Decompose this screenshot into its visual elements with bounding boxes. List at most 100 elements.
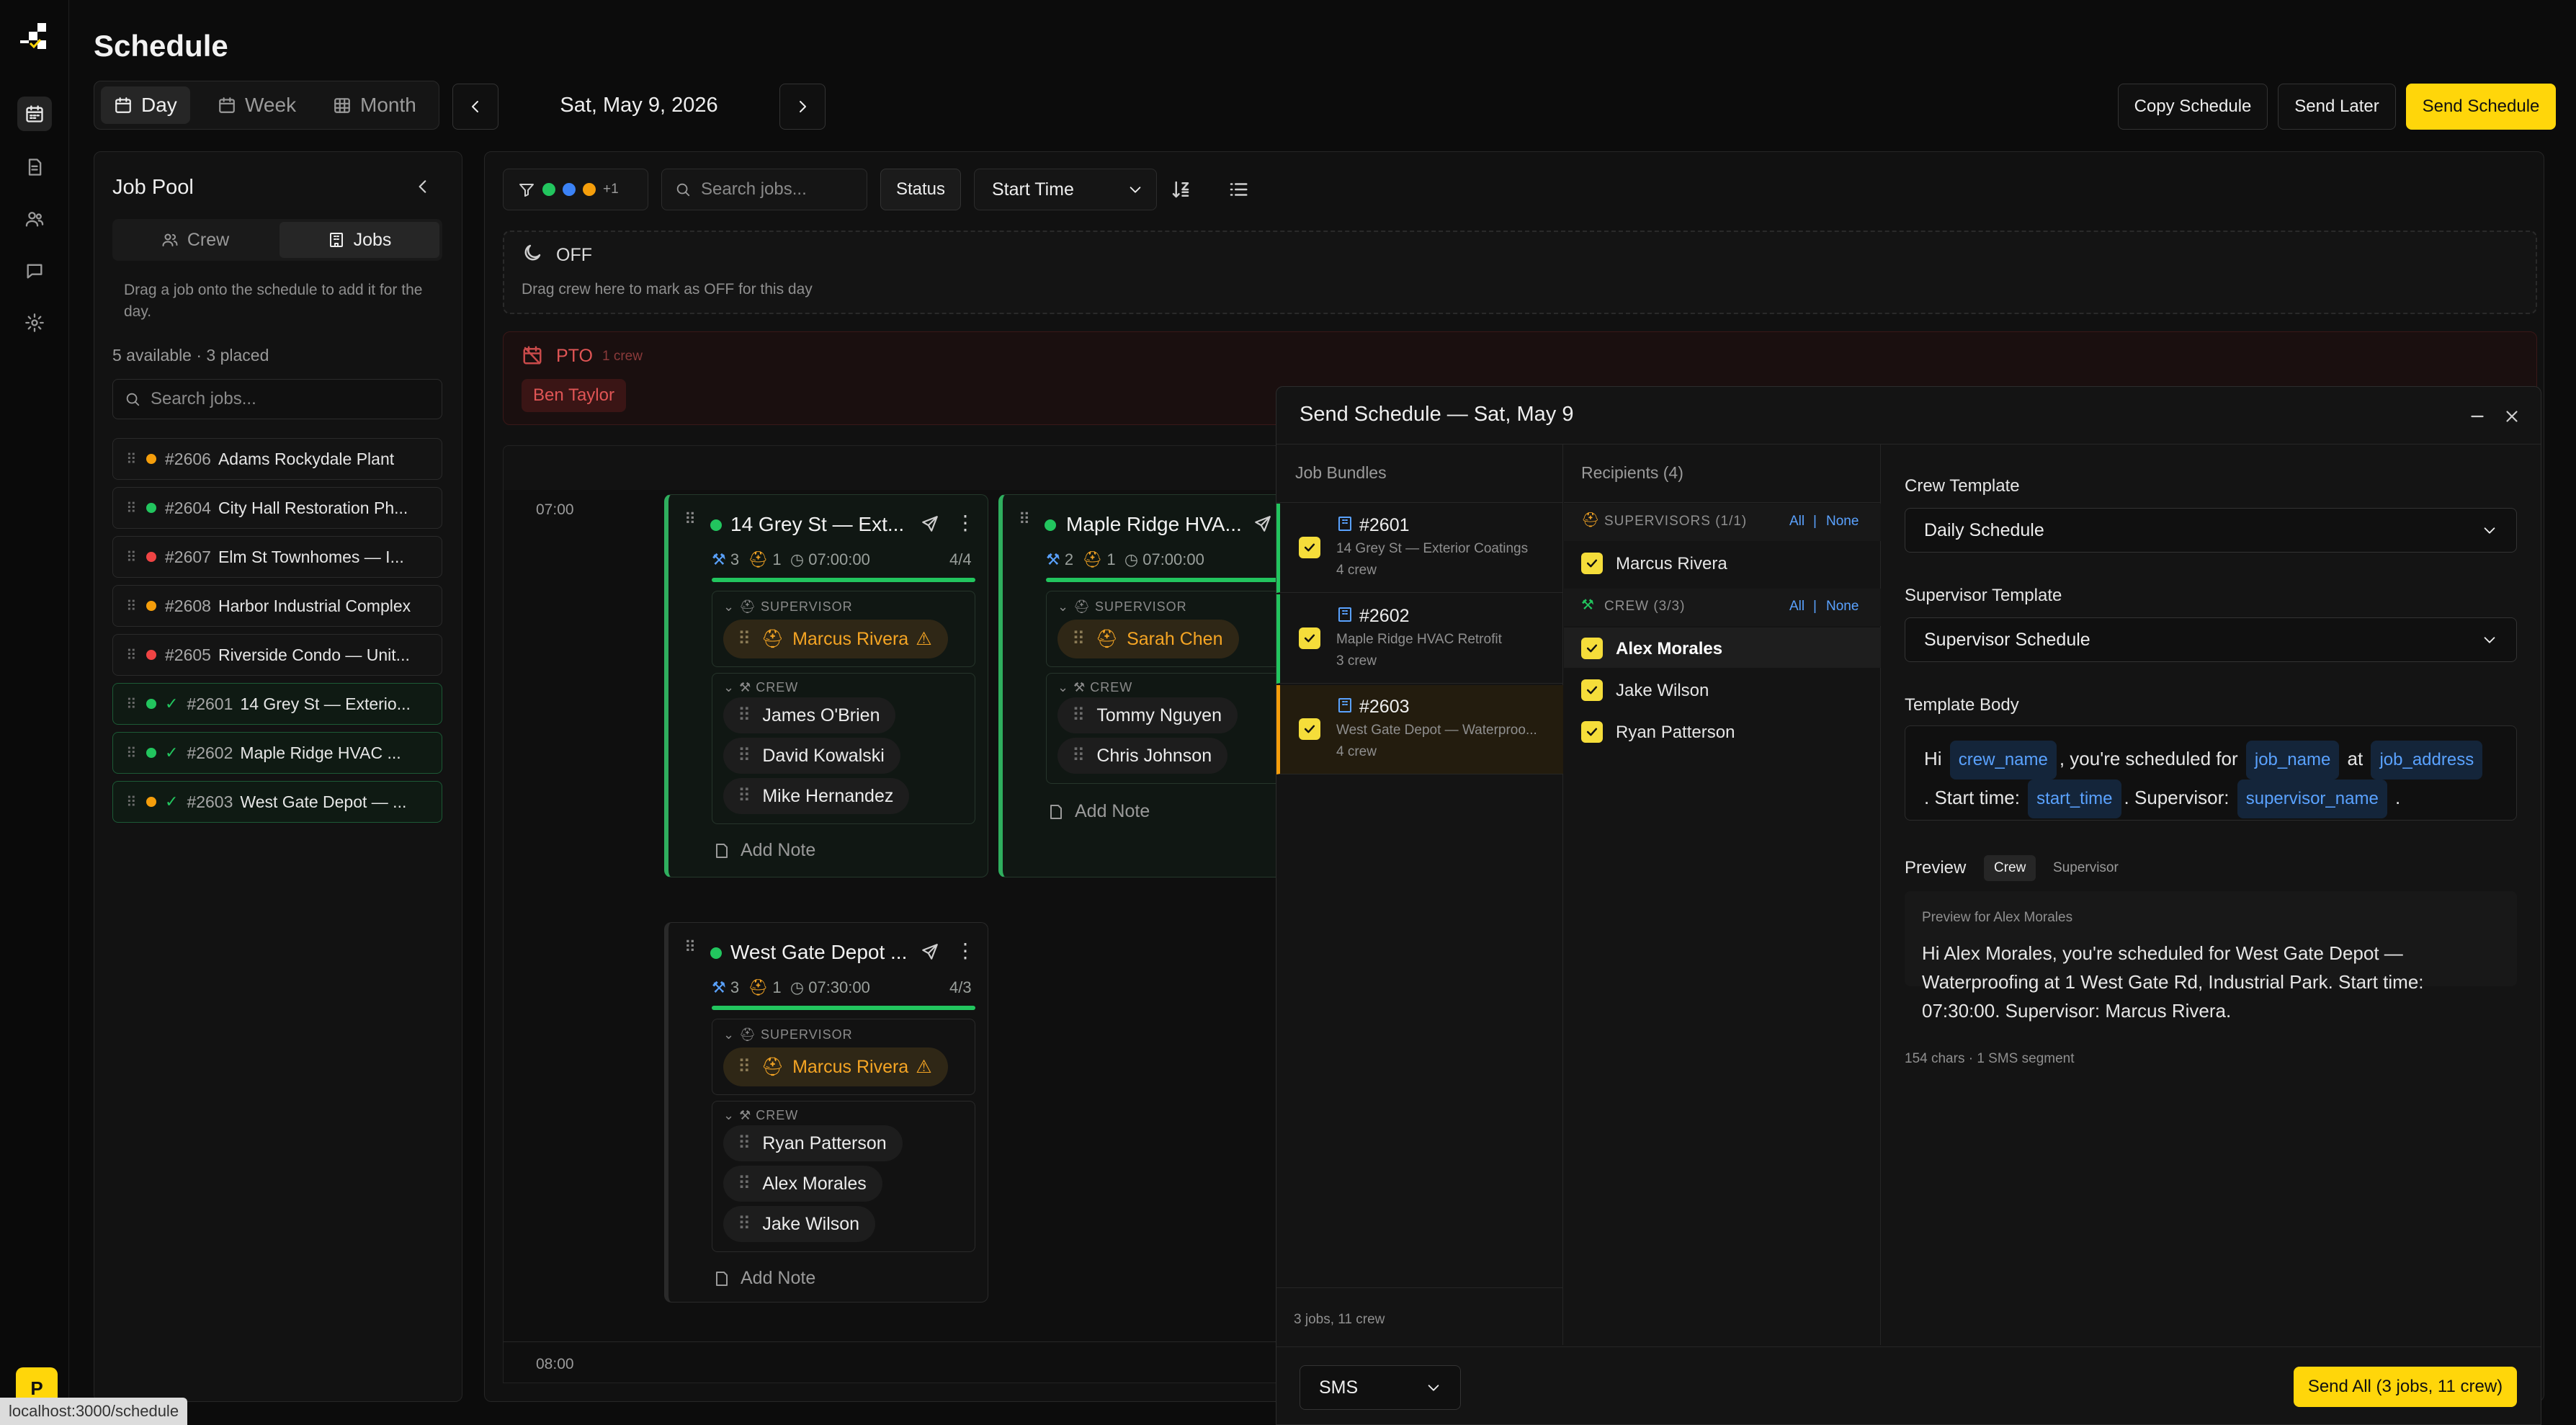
color-filter-button[interactable]: +1: [503, 169, 648, 210]
pool-job-item-placed[interactable]: ⠿ ✓ #2601 14 Grey St — Exterio...: [112, 683, 442, 725]
drag-handle-icon[interactable]: ⠿: [684, 510, 697, 528]
off-dropzone[interactable]: [503, 231, 2537, 314]
status-filter-button[interactable]: Status: [880, 169, 961, 210]
preview-tab-supervisor[interactable]: Supervisor: [2053, 860, 2119, 875]
crew-template-select[interactable]: Daily Schedule: [1905, 508, 2517, 553]
drag-handle-icon[interactable]: ⠿: [126, 745, 137, 761]
tab-day[interactable]: Day: [101, 86, 190, 124]
crew-chip[interactable]: ⠿ Jake Wilson: [723, 1206, 876, 1242]
pool-job-item[interactable]: ⠿ #2604 City Hall Restoration Ph...: [112, 487, 442, 529]
bundle-checkbox[interactable]: [1299, 718, 1320, 740]
supervisor-template-select[interactable]: Supervisor Schedule: [1905, 617, 2517, 662]
drag-handle-icon[interactable]: ⠿: [738, 1214, 751, 1234]
add-note-button[interactable]: Add Note: [713, 1268, 815, 1289]
drag-handle-icon[interactable]: ⠿: [738, 1174, 751, 1194]
send-icon[interactable]: [1253, 514, 1272, 533]
crew-chip[interactable]: ⠿ Tommy Nguyen: [1057, 697, 1238, 733]
pool-search-input[interactable]: Search jobs...: [151, 389, 256, 408]
crew-chip[interactable]: ⠿ Ryan Patterson: [723, 1125, 903, 1161]
minimize-icon[interactable]: [2468, 407, 2487, 426]
pool-job-item[interactable]: ⠿ #2605 Riverside Condo — Unit...: [112, 634, 442, 676]
drag-handle-icon[interactable]: ⠿: [1072, 746, 1086, 766]
drag-handle-icon[interactable]: ⠿: [1072, 629, 1086, 649]
copy-schedule-button[interactable]: Copy Schedule: [2118, 84, 2268, 130]
sort-select[interactable]: Start Time: [974, 169, 1157, 210]
drag-handle-icon[interactable]: ⠿: [126, 696, 137, 712]
variable-chip[interactable]: job_address: [2371, 741, 2483, 779]
pool-job-item[interactable]: ⠿ #2608 Harbor Industrial Complex: [112, 585, 442, 627]
drag-handle-icon[interactable]: ⠿: [126, 794, 137, 810]
drag-handle-icon[interactable]: ⠿: [684, 938, 697, 956]
pto-person-chip[interactable]: Ben Taylor: [522, 379, 626, 412]
crew-chip[interactable]: ⠿ James O'Brien: [723, 697, 896, 733]
variable-chip[interactable]: supervisor_name: [2237, 779, 2387, 818]
drag-handle-icon[interactable]: ⠿: [738, 1133, 751, 1153]
calendar-icon[interactable]: [17, 97, 52, 131]
recipient-checkbox[interactable]: [1581, 553, 1603, 574]
collapse-pool-button[interactable]: [413, 177, 432, 196]
drag-handle-icon[interactable]: ⠿: [126, 647, 137, 664]
jobs-search[interactable]: Search jobs...: [661, 169, 867, 210]
bundle-checkbox[interactable]: [1299, 537, 1320, 558]
more-options-icon[interactable]: ⋮: [955, 939, 975, 962]
drag-handle-icon[interactable]: ⠿: [1019, 510, 1031, 528]
job-bundle[interactable]: #2602 Maple Ridge HVAC Retrofit 3 crew: [1276, 594, 1563, 684]
send-later-button[interactable]: Send Later: [2278, 84, 2396, 130]
job-bundle[interactable]: #2601 14 Grey St — Exterior Coatings 4 c…: [1276, 504, 1563, 593]
job-bundle-selected[interactable]: #2603 West Gate Depot — Waterproo... 4 c…: [1276, 685, 1563, 774]
drag-handle-icon[interactable]: ⠿: [126, 598, 137, 615]
select-all-supervisors[interactable]: All: [1789, 514, 1805, 529]
drag-handle-icon[interactable]: ⠿: [1072, 705, 1086, 725]
pool-job-item[interactable]: ⠿ #2607 Elm St Townhomes — I...: [112, 536, 442, 578]
tab-crew[interactable]: Crew: [115, 222, 275, 258]
select-all-crew[interactable]: All: [1789, 599, 1805, 614]
select-none-supervisors[interactable]: None: [1826, 514, 1859, 529]
add-note-button[interactable]: Add Note: [1047, 801, 1150, 822]
job-card[interactable]: [998, 494, 1301, 877]
recipient-row-selected[interactable]: [1564, 627, 1881, 668]
next-day-button[interactable]: [779, 84, 826, 130]
drag-handle-icon[interactable]: ⠿: [738, 705, 751, 725]
recipient-checkbox[interactable]: [1581, 721, 1603, 743]
more-options-icon[interactable]: ⋮: [955, 512, 975, 534]
crew-chip[interactable]: ⠿ Mike Hernandez: [723, 778, 910, 814]
supervisor-chip[interactable]: ⠿ ⛑ Sarah Chen: [1057, 620, 1239, 658]
document-icon[interactable]: [17, 150, 52, 184]
crew-chip[interactable]: ⠿ David Kowalski: [723, 738, 900, 774]
close-icon[interactable]: [2503, 407, 2521, 426]
drag-handle-icon[interactable]: ⠿: [738, 786, 751, 806]
select-none-crew[interactable]: None: [1826, 599, 1859, 614]
send-icon[interactable]: [921, 942, 939, 961]
recipient-checkbox[interactable]: [1581, 679, 1603, 701]
jobs-search-input[interactable]: Search jobs...: [701, 179, 807, 199]
send-all-button[interactable]: Send All (3 jobs, 11 crew): [2294, 1367, 2517, 1407]
pool-job-item[interactable]: ⠿ #2606 Adams Rockydale Plant: [112, 438, 442, 480]
variable-chip[interactable]: job_name: [2245, 741, 2340, 779]
pool-job-item-placed[interactable]: ⠿ ✓ #2602 Maple Ridge HVAC ...: [112, 732, 442, 774]
drag-handle-icon[interactable]: ⠿: [738, 629, 751, 649]
drag-handle-icon[interactable]: ⠿: [738, 1057, 751, 1077]
preview-tab-crew[interactable]: Crew: [1984, 855, 2036, 881]
variable-chip[interactable]: crew_name: [1949, 741, 2057, 779]
crew-chip[interactable]: ⠿ Chris Johnson: [1057, 738, 1228, 774]
pool-search[interactable]: Search jobs...: [112, 379, 442, 419]
bundle-checkbox[interactable]: [1299, 627, 1320, 649]
message-icon[interactable]: [17, 254, 52, 288]
add-note-button[interactable]: Add Note: [713, 840, 815, 861]
sort-direction-button[interactable]: [1170, 179, 1191, 200]
crew-chip[interactable]: ⠿ Alex Morales: [723, 1166, 882, 1202]
drag-handle-icon[interactable]: ⠿: [126, 451, 137, 468]
template-body-editor[interactable]: Hi crew_name, you're scheduled for job_n…: [1905, 725, 2517, 821]
send-schedule-button[interactable]: Send Schedule: [2406, 84, 2556, 130]
tab-jobs[interactable]: Jobs: [279, 222, 439, 258]
variable-chip[interactable]: start_time: [2028, 779, 2121, 818]
prev-day-button[interactable]: [452, 84, 498, 130]
pool-job-item-placed[interactable]: ⠿ ✓ #2603 West Gate Depot — ...: [112, 781, 442, 823]
list-view-button[interactable]: [1227, 179, 1249, 200]
drag-handle-icon[interactable]: ⠿: [126, 500, 137, 517]
tab-week[interactable]: Week: [205, 86, 309, 124]
gear-icon[interactable]: [17, 305, 52, 340]
tab-month[interactable]: Month: [320, 86, 429, 124]
supervisor-chip[interactable]: ⠿ ⛑ Marcus Rivera ⚠: [723, 1047, 948, 1086]
channel-select[interactable]: SMS: [1300, 1365, 1461, 1410]
